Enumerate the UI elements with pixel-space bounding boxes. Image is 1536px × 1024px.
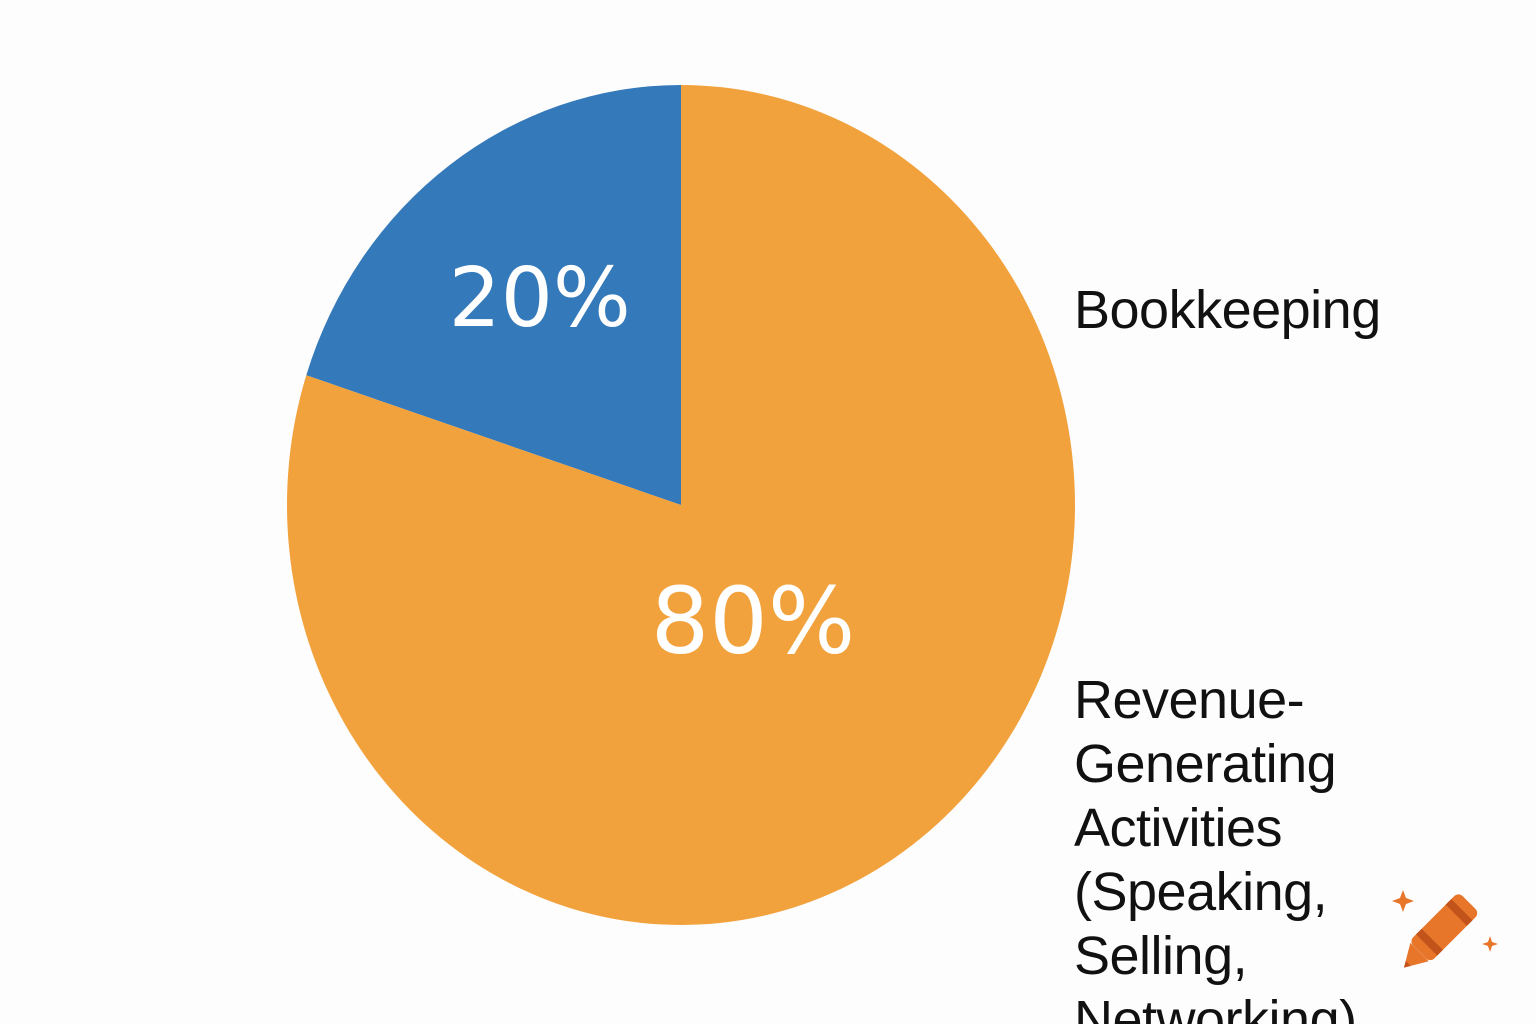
pie-value-label-revenue-generating-activities-speaking-selling-networking: 80% xyxy=(651,567,855,674)
legend-label-bookkeeping: Bookkeeping xyxy=(1074,280,1381,340)
legend-label-revenue-generating: Revenue-Generating Activities (Speaking,… xyxy=(1074,670,1357,1024)
pie-slice-revenue-generating-activities-speaking-selling-networking xyxy=(287,85,1076,926)
pie-slice-bookkeeping xyxy=(306,85,681,505)
pie-slices xyxy=(287,85,1076,926)
pie-value-labels: 20% 80% xyxy=(449,251,856,674)
pie-value-label-bookkeeping: 20% xyxy=(449,251,631,346)
crayon-icon xyxy=(1392,890,1498,968)
